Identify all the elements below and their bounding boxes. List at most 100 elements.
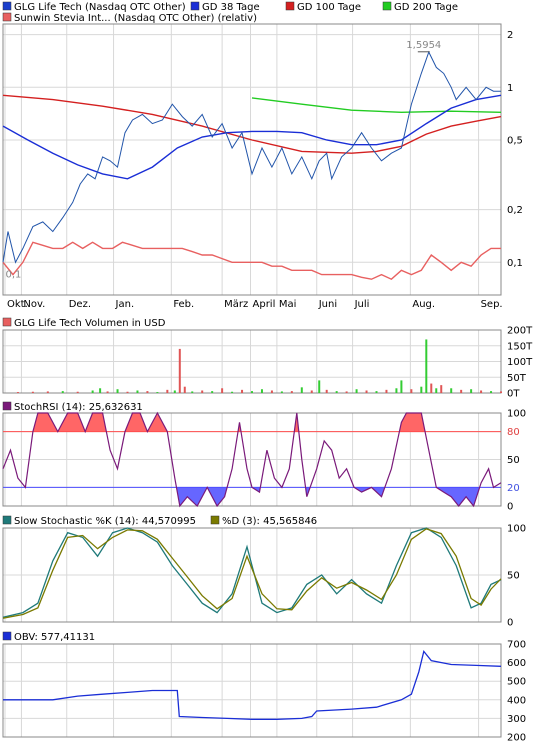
price-series (2, 50, 502, 281)
volume-bar (400, 380, 403, 393)
volume-bar (460, 389, 463, 393)
volume-bar (300, 387, 303, 393)
volume-bar (345, 391, 348, 393)
legend-label-price: GLG Life Tech (Nasdaq OTC Other) (14, 2, 186, 13)
volume-bar (470, 389, 473, 393)
volume-bar (500, 391, 502, 393)
stoch-d-label: %D (3): 45,565846 (222, 516, 317, 527)
volume-bar (241, 389, 244, 393)
obv-grid (3, 643, 501, 738)
volume-y-axis: 200T 150T 100T 50T 0T (507, 326, 533, 400)
stoch-k-label: Slow Stochastic %K (14): 44,570995 (14, 516, 196, 527)
legend-label-gd38: GD 38 Tage (202, 2, 260, 13)
volume-bar (430, 383, 433, 393)
volume-y-tick-label: 50T (507, 373, 527, 384)
volume-bar (440, 385, 443, 393)
price-y-tick-label: 1 (507, 83, 513, 94)
volume-bar (355, 389, 358, 393)
legend-label-gd100: GD 100 Tage (297, 2, 361, 13)
obv-y-tick-label: 600 (507, 658, 526, 669)
legend-swatch-obv (2, 631, 12, 641)
volume-bar (231, 391, 234, 393)
series-line-price (2, 50, 501, 264)
volume-bar (183, 386, 186, 393)
price-annotations: 1,5954 0,1 (5, 40, 441, 280)
obv-y-tick-label: 300 (507, 714, 526, 725)
volume-y-tick-label: 100T (507, 357, 533, 368)
legend-swatch-volume (2, 317, 12, 327)
volume-bar (450, 388, 453, 393)
price-y-tick-label: 0,5 (507, 135, 523, 146)
series-line-gd38 (2, 94, 502, 180)
volume-bar (211, 391, 214, 393)
legend-swatch-peer (2, 12, 12, 22)
volume-bar (116, 389, 119, 393)
stoch-y-tick-label: 100 (507, 524, 526, 535)
volume-y-tick-label: 200T (507, 326, 533, 337)
volume-bar (91, 390, 94, 393)
low-label: 0,1 (5, 269, 21, 280)
price-y-axis: 2 1 0,5 0,2 0,1 (507, 30, 523, 269)
obv-y-tick-label: 200 (507, 733, 526, 743)
stoch-series (2, 527, 502, 619)
series-line-peer (2, 241, 501, 281)
legend-swatch-price (2, 1, 12, 11)
rsi-y-tick-label: 100 (507, 409, 526, 420)
x-tick-label: Okt. (7, 299, 28, 310)
series-line-rsi (2, 411, 502, 508)
volume-bar (480, 390, 483, 393)
volume-bar (290, 391, 293, 393)
volume-bar (318, 380, 321, 393)
volume-bar (106, 391, 109, 393)
volume-bar (335, 391, 338, 393)
legend-swatch-stoch-d (210, 515, 220, 525)
stoch-y-tick-label: 0 (507, 618, 513, 629)
legend-swatch-rsi (2, 401, 12, 411)
x-tick-label: März (224, 299, 248, 310)
series-line-stoch-d (2, 528, 502, 619)
volume-bar (385, 389, 388, 393)
volume-bar (270, 390, 273, 393)
rsi-title: StochRSI (14): 25,632631 (14, 402, 143, 413)
legend-swatch-gd38 (190, 1, 200, 11)
rsi-y-tick-label: 80 (507, 427, 520, 438)
rsi-y-tick-label: 20 (507, 483, 520, 494)
stoch-y-axis: 100 50 0 (507, 524, 526, 629)
volume-bar (146, 391, 149, 393)
obv-title: OBV: 577,41131 (14, 632, 95, 643)
series-line-obv (3, 649, 502, 720)
rsi-y-tick-label: 50 (507, 455, 520, 466)
rsi-plot-frame (2, 412, 502, 507)
x-tick-label: Mai (279, 299, 297, 310)
legend-swatch-gd200 (382, 1, 392, 11)
x-tick-label: April (253, 299, 276, 310)
legend-swatch-stoch-k (2, 515, 12, 525)
volume-bar (99, 388, 102, 393)
series-line-gd200 (251, 97, 502, 114)
volume-bar (365, 390, 368, 393)
stoch-plot-frame (2, 527, 502, 623)
volume-bar (46, 391, 49, 393)
obv-y-tick-label: 400 (507, 695, 526, 706)
high-label: 1,5954 (406, 40, 441, 51)
volume-bar (221, 388, 224, 393)
x-tick-label: Juli (354, 299, 370, 310)
x-tick-label: Dez. (69, 299, 91, 310)
volume-bar (280, 391, 283, 393)
stoch-grid (3, 527, 501, 623)
volume-y-tick-label: 150T (507, 341, 533, 352)
volume-bar (310, 390, 313, 393)
volume-bar (395, 388, 398, 393)
rsi-y-axis: 100 80 50 20 0 (507, 409, 526, 513)
volume-bar (425, 339, 428, 393)
price-grid (3, 24, 501, 295)
volume-bars (16, 339, 502, 393)
volume-bar (201, 390, 204, 393)
volume-bar (126, 391, 129, 393)
volume-bar (178, 348, 181, 393)
volume-bar (325, 389, 328, 393)
volume-bar (156, 392, 159, 393)
price-y-tick-label: 0,1 (507, 258, 523, 269)
rsi-series (2, 411, 502, 508)
